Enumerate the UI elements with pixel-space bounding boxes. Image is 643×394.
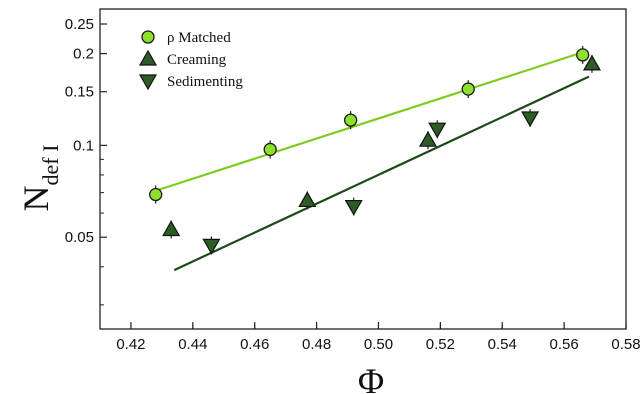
data-point-circle	[149, 187, 163, 202]
y-axis-title: Ndef I	[16, 145, 63, 212]
data-point-circle	[343, 113, 358, 127]
data-point-circle	[263, 142, 277, 157]
x-tick-label: 0.48	[302, 336, 331, 353]
legend-label: ρ Matched	[167, 30, 231, 46]
data-point-triangle-up	[298, 191, 317, 208]
data-point-triangle-up	[582, 54, 601, 71]
data-markers	[149, 48, 601, 255]
x-tick-label: 0.58	[611, 336, 640, 353]
y-axis-ticks: 0.05 0.1 0.15 0.2 0.25	[65, 16, 107, 306]
fit-line	[155, 51, 584, 192]
x-tick-label: 0.42	[116, 336, 145, 353]
data-point-triangle-down	[521, 111, 540, 128]
x-tick-label: 0.44	[178, 336, 207, 353]
fit-lines	[155, 51, 590, 272]
data-point-triangle-up	[162, 220, 181, 237]
data-point-triangle-down	[344, 199, 363, 216]
data-point-triangle-up	[418, 130, 438, 147]
y-tick-label: 0.2	[73, 46, 94, 63]
y-tick-label: 0.15	[65, 84, 94, 101]
y-tick-label: 0.05	[65, 229, 94, 246]
data-point-circle	[141, 30, 155, 44]
x-tick-label: 0.52	[426, 336, 455, 353]
data-point-triangle-down	[138, 74, 158, 91]
legend-label: Creaming	[167, 52, 227, 68]
data-point-triangle-down	[428, 122, 447, 139]
x-tick-label: 0.54	[488, 336, 517, 353]
x-axis-ticks: 0.42 0.44 0.46 0.48 0.50 0.52 0.54 0.56 0.58	[116, 322, 641, 353]
x-tick-label: 0.56	[550, 336, 579, 353]
x-axis-title: Φ	[358, 361, 384, 394]
y-tick-label: 0.1	[73, 137, 94, 154]
plot-frame	[99, 8, 627, 330]
x-tick-label: 0.46	[240, 336, 269, 353]
data-point-circle	[576, 48, 590, 62]
fit-line	[173, 75, 590, 272]
svg-text:Ndef I: Ndef I	[16, 145, 63, 212]
legend-label: Sedimenting	[167, 74, 243, 90]
data-point-triangle-up	[138, 49, 158, 66]
plot-area-border	[99, 8, 627, 330]
y-tick-label: 0.25	[65, 16, 94, 33]
y-axis-title-main: N	[16, 185, 56, 211]
data-point-circle	[461, 82, 475, 96]
y-axis-title-sub: def I	[38, 145, 63, 186]
legend: ρ Matched Creaming Sedimenting	[138, 30, 243, 91]
x-tick-label: 0.50	[364, 336, 393, 353]
data-point-triangle-down	[202, 238, 221, 255]
